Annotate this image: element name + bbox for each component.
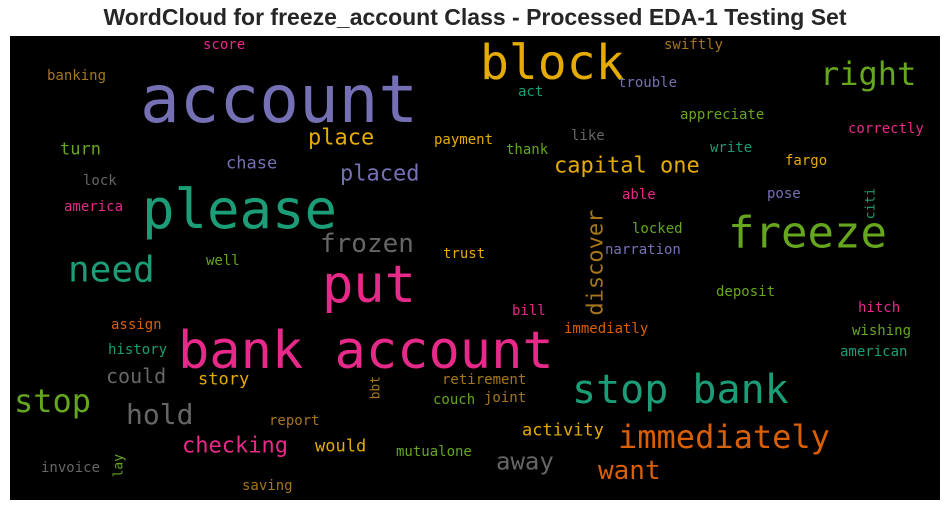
word-swiftly: swiftly bbox=[664, 37, 723, 53]
word-immediatly: immediatly bbox=[564, 321, 648, 337]
word-could: could bbox=[106, 364, 166, 388]
word-trouble: trouble bbox=[618, 75, 677, 91]
word-please: please bbox=[142, 178, 337, 241]
word-score: score bbox=[203, 37, 245, 53]
word-lay: lay bbox=[111, 454, 126, 478]
word-like: like bbox=[571, 128, 605, 144]
cloud-background bbox=[10, 36, 940, 500]
word-put: put bbox=[322, 255, 416, 315]
word-chase: chase bbox=[226, 153, 277, 173]
word-block: block bbox=[480, 36, 625, 91]
word-lock: lock bbox=[83, 173, 117, 189]
word-saving: saving bbox=[242, 478, 293, 494]
word-activity: activity bbox=[522, 420, 604, 440]
word-away: away bbox=[496, 447, 554, 475]
word-trust: trust bbox=[443, 246, 485, 262]
word-history: history bbox=[108, 342, 167, 358]
word-fargo: fargo bbox=[785, 153, 827, 169]
word-placed: placed bbox=[340, 162, 419, 187]
word-would: would bbox=[315, 436, 366, 456]
word-story: story bbox=[198, 369, 249, 389]
word-want: want bbox=[598, 456, 661, 486]
word-couch: couch bbox=[433, 392, 475, 408]
word-frozen: frozen bbox=[320, 229, 414, 259]
word-report: report bbox=[269, 413, 320, 429]
word-invoice: invoice bbox=[41, 460, 100, 476]
word-joint: joint bbox=[484, 390, 526, 406]
word-bbt: bbt bbox=[368, 376, 383, 399]
word-retirement: retirement bbox=[442, 372, 526, 388]
word-narration: narration bbox=[605, 242, 681, 258]
word-able: able bbox=[622, 187, 656, 203]
chart-title: WordCloud for freeze_account Class - Pro… bbox=[103, 4, 847, 30]
word-right: right bbox=[820, 55, 916, 93]
word-payment: payment bbox=[434, 132, 493, 148]
word-banking: banking bbox=[47, 68, 106, 84]
word-turn: turn bbox=[60, 139, 101, 159]
word-assign: assign bbox=[111, 317, 162, 333]
word-need: need bbox=[68, 250, 155, 291]
word-wishing: wishing bbox=[852, 323, 911, 339]
word-cloud: account bank account please put block freeze s… bbox=[10, 36, 940, 500]
word-checking: checking bbox=[182, 434, 288, 459]
word-thank: thank bbox=[506, 142, 549, 158]
word-write: write bbox=[710, 140, 752, 156]
word-appreciate: appreciate bbox=[680, 107, 764, 123]
word-correctly: correctly bbox=[848, 121, 924, 137]
word-bill: bill bbox=[512, 303, 546, 319]
word-hold: hold bbox=[126, 398, 193, 431]
word-place: place bbox=[308, 126, 374, 151]
word-deposit: deposit bbox=[716, 284, 775, 300]
word-pose: pose bbox=[767, 186, 801, 202]
word-immediately: immediately bbox=[618, 418, 830, 456]
word-locked: locked bbox=[632, 221, 683, 237]
word-well: well bbox=[206, 253, 240, 269]
word-capital-one: capital one bbox=[554, 154, 700, 179]
word-bank-account: bank account bbox=[178, 321, 554, 381]
word-america: america bbox=[64, 199, 123, 215]
word-mutualone: mutualone bbox=[396, 444, 472, 460]
word-act: act bbox=[518, 84, 543, 100]
word-account: account bbox=[140, 61, 418, 138]
word-hitch: hitch bbox=[858, 300, 900, 316]
word-american: american bbox=[840, 344, 907, 360]
word-discover: discover bbox=[584, 210, 609, 316]
word-stop-bank: stop bank bbox=[572, 367, 789, 413]
word-citi: citi bbox=[863, 188, 878, 219]
word-stop: stop bbox=[14, 382, 91, 420]
word-freeze: freeze bbox=[728, 207, 887, 258]
